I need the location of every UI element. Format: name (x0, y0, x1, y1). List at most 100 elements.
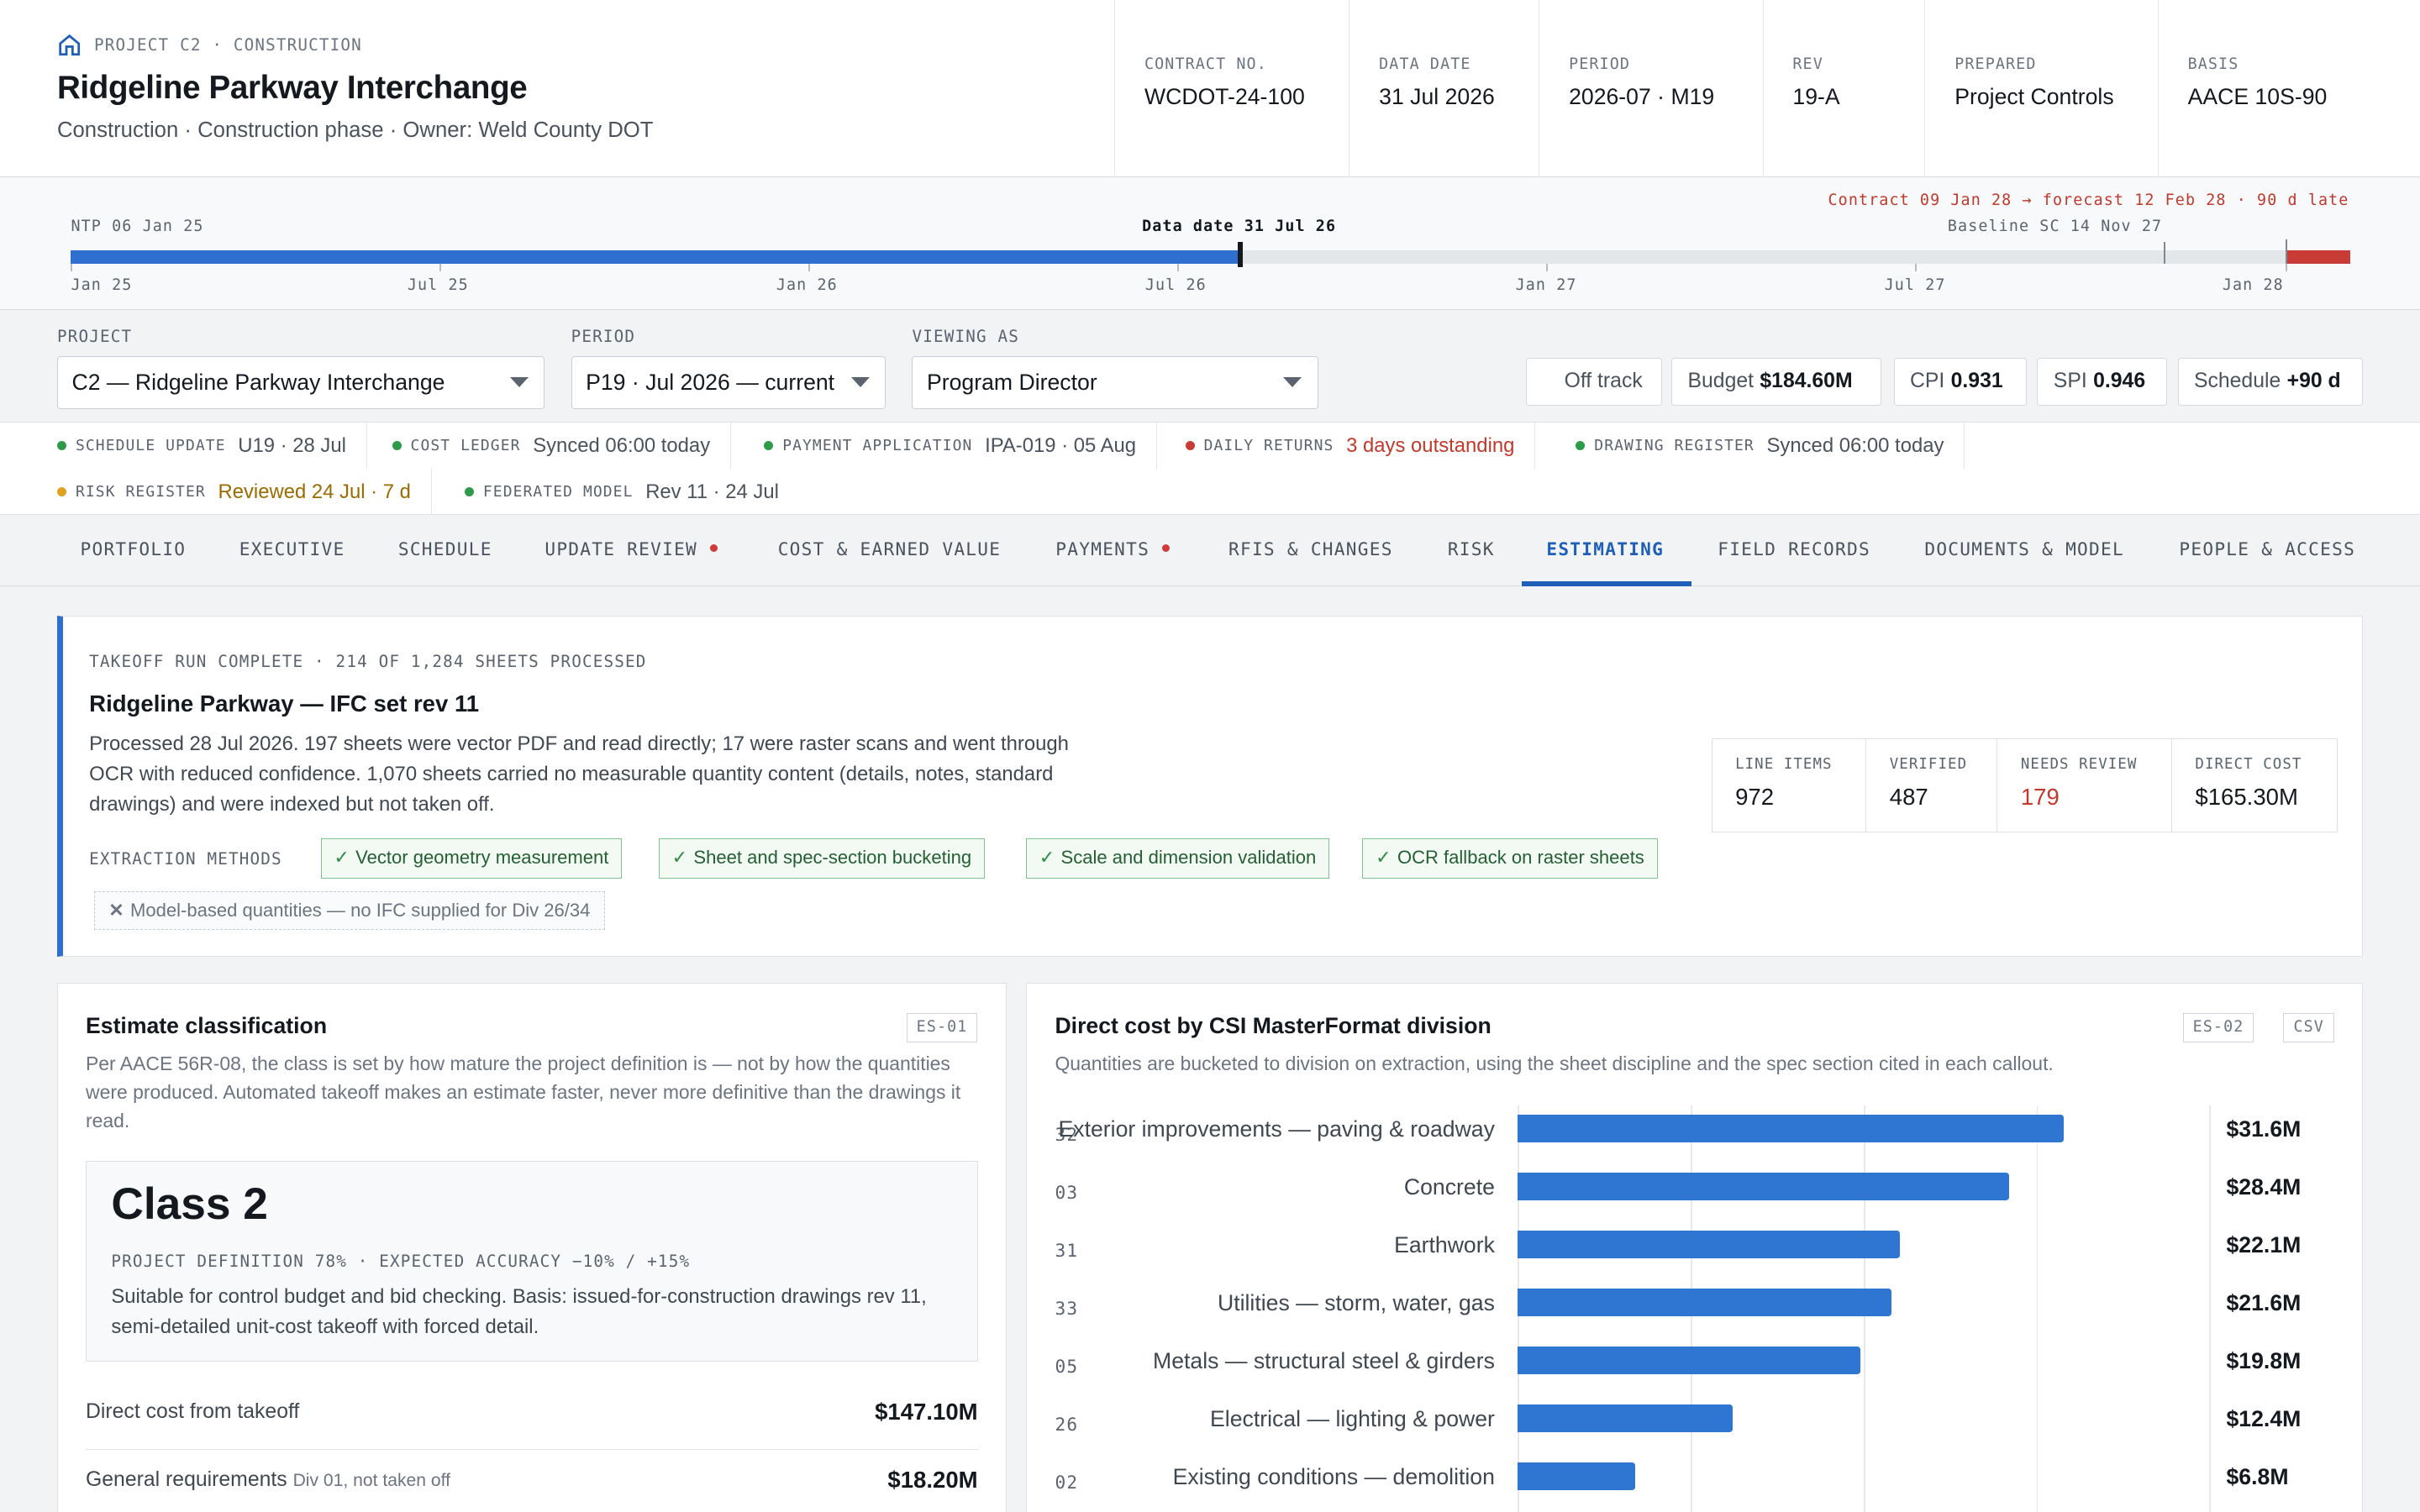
meta-value: 19-A (1792, 83, 1840, 109)
status-federated-model[interactable]: FEDERATED MODEL Rev 11 · 24 Jul (464, 469, 799, 515)
card-title: Estimate classification (86, 1012, 328, 1038)
bar-row[interactable]: 05 Metals — structural steel & girders $19… (1027, 1339, 2360, 1396)
tick (1546, 264, 1549, 272)
bar (1518, 1289, 1891, 1317)
period-select-value: P19 · Jul 2026 — current (586, 369, 835, 395)
period-select[interactable]: P19 · Jul 2026 — current (571, 356, 886, 409)
status-dot (464, 487, 474, 497)
tick (1915, 264, 1918, 272)
bar (1518, 1347, 1860, 1375)
alert-dot (1161, 544, 1170, 553)
tab-documents-model[interactable]: DOCUMENTS & MODEL (1924, 538, 2124, 559)
estimate-classification-card: Estimate classification ES-01 Per AACE 5… (56, 982, 1007, 1512)
extraction-methods-label: EXTRACTION METHODS (89, 849, 282, 869)
status-value: Synced 06:00 today (533, 433, 711, 457)
cost-row: Direct cost from takeoff $147.10M (86, 1382, 978, 1450)
bar-row[interactable]: 03 Concrete $28.4M (1027, 1165, 2360, 1222)
division-code: 26 (1055, 1414, 1079, 1436)
takeoff-title: Ridgeline Parkway — IFC set rev 11 (89, 690, 480, 717)
status-cost-ledger[interactable]: COST LEDGER Synced 06:00 today (392, 423, 732, 470)
status-payment-application[interactable]: PAYMENT APPLICATION IPA-019 · 05 Aug (764, 423, 1157, 470)
csv-export-button[interactable]: CSV (2283, 1012, 2334, 1042)
status-dot (56, 441, 66, 451)
period-filter-label: PERIOD (571, 327, 636, 347)
meta-value: WCDOT-24-100 (1144, 83, 1305, 109)
status-drawing-register[interactable]: DRAWING REGISTER Synced 06:00 today (1576, 423, 1965, 470)
integration-status-strip: SCHEDULE UPDATE U19 · 28 Jul COST LEDGER S… (0, 423, 2420, 516)
bar (1518, 1462, 1636, 1491)
tab-update-review[interactable]: UPDATE REVIEW (544, 538, 718, 559)
kpi-cpi: CPI 0.931 (1893, 358, 2027, 407)
meta-key: CONTRACT NO. (1144, 55, 1267, 74)
status-risk-register[interactable]: RISK REGISTER Reviewed 24 Jul · 7 d (56, 469, 432, 516)
status-dot (764, 441, 774, 451)
check-icon: ✓ (1039, 847, 1055, 869)
tick-label: Jul 26 (1144, 276, 1207, 294)
tab-bar: PORTFOLIO EXECUTIVE SCHEDULE UPDATE REVI… (0, 515, 2420, 586)
cost-row-label: General requirements Div 01, not taken o… (86, 1468, 450, 1492)
viewing-as-select[interactable]: Program Director (912, 356, 1318, 409)
meta-prepared: PREPARED Project Controls (1924, 0, 2157, 176)
baseline-marker (2164, 242, 2165, 265)
status-key: COST LEDGER (410, 437, 521, 455)
baseline-label: Baseline SC 14 Nov 27 (1947, 217, 2163, 235)
cost-row-label: Direct cost from takeoff (86, 1400, 299, 1424)
tab-payments[interactable]: PAYMENTS (1055, 538, 1170, 559)
meta-key: DATA DATE (1379, 55, 1471, 74)
tick-label: Jan 28 (2222, 276, 2284, 294)
contract-marker (2286, 239, 2287, 265)
method-chip: ✓ Sheet and spec-section bucketing (658, 838, 985, 879)
status-key: SCHEDULE UPDATE (75, 437, 226, 455)
meta-key: PREPARED (1954, 55, 2037, 74)
gridline (2036, 1105, 2039, 1512)
cost-row-amount: $18.20M (887, 1466, 978, 1493)
division-code: 33 (1055, 1298, 1079, 1320)
kpi-value: $184.60M (1760, 369, 1853, 392)
tab-estimating[interactable]: ESTIMATING (1546, 538, 1665, 559)
late-warning: Contract 09 Jan 28 → forecast 12 Feb 28 … (1828, 191, 2349, 209)
tab-rfis-changes[interactable]: RFIS & CHANGES (1228, 538, 1393, 559)
page-subtitle: Construction · Construction phase · Owne… (56, 118, 654, 143)
project-select-value: C2 — Ridgeline Parkway Interchange (71, 369, 445, 395)
status-schedule-update[interactable]: SCHEDULE UPDATE U19 · 28 Jul (56, 423, 367, 470)
bar-value-label: $12.4M (2226, 1406, 2302, 1432)
stat-direct-cost: DIRECT COST $165.30M (2172, 739, 2336, 832)
division-code: 02 (1055, 1472, 1079, 1494)
bar-row[interactable]: 33 Utilities — storm, water, gas $21.6M (1027, 1281, 2360, 1338)
project-select[interactable]: C2 — Ridgeline Parkway Interchange (56, 356, 545, 409)
bar-value-label: $19.8M (2226, 1348, 2302, 1374)
data-date-marker (1238, 242, 1243, 267)
cost-label: General requirements (86, 1467, 287, 1491)
takeoff-stats: LINE ITEMS 972 VERIFIED 487 NEEDS REVIEW 17… (1711, 738, 2338, 832)
stat-key: LINE ITEMS (1735, 756, 1833, 774)
bar-row[interactable]: 31 Earthwork $22.1M (1027, 1223, 2360, 1280)
tab-portfolio[interactable]: PORTFOLIO (80, 538, 187, 559)
card-id-badge: ES-01 (906, 1012, 978, 1042)
tab-schedule[interactable]: SCHEDULE (397, 538, 492, 559)
bar-row[interactable]: 02 Existing conditions — demolition $6.8M (1027, 1455, 2360, 1512)
meta-value: AACE 10S-90 (2187, 83, 2328, 109)
status-daily-returns[interactable]: DAILY RETURNS 3 days outstanding (1185, 423, 1536, 470)
meta-period: PERIOD 2026-07 · M19 (1539, 0, 1762, 176)
home-icon[interactable] (57, 33, 82, 57)
bar (1518, 1404, 1733, 1433)
ntp-label: NTP 06 Jan 25 (71, 217, 204, 235)
status-key: DAILY RETURNS (1203, 437, 1334, 455)
active-tab-indicator (1521, 581, 1692, 586)
chart-subtitle: Quantities are bucketed to division on e… (1055, 1052, 2054, 1074)
stat-value: 487 (1889, 783, 1928, 810)
bar-row[interactable]: 32 Exterior improvements — paving & roadw… (1027, 1107, 2360, 1164)
tab-people-access[interactable]: PEOPLE & ACCESS (2179, 538, 2356, 559)
tab-cost-earned-value[interactable]: COST & EARNED VALUE (777, 538, 1002, 559)
stat-key: VERIFIED (1889, 756, 1968, 774)
check-icon: ✓ (671, 847, 688, 869)
method-label: Model-based quantities — no IFC supplied… (130, 899, 591, 921)
bar (1518, 1173, 2009, 1201)
tab-executive[interactable]: EXECUTIVE (239, 538, 345, 559)
tab-field-records[interactable]: FIELD RECORDS (1718, 538, 1870, 559)
bar-row[interactable]: 26 Electrical — lighting & power $12.4M (1027, 1397, 2360, 1454)
stat-value: 972 (1735, 783, 1775, 810)
tab-risk[interactable]: RISK (1447, 538, 1495, 559)
division-name: Electrical — lighting & power (1210, 1406, 1495, 1432)
tick (2286, 264, 2287, 272)
